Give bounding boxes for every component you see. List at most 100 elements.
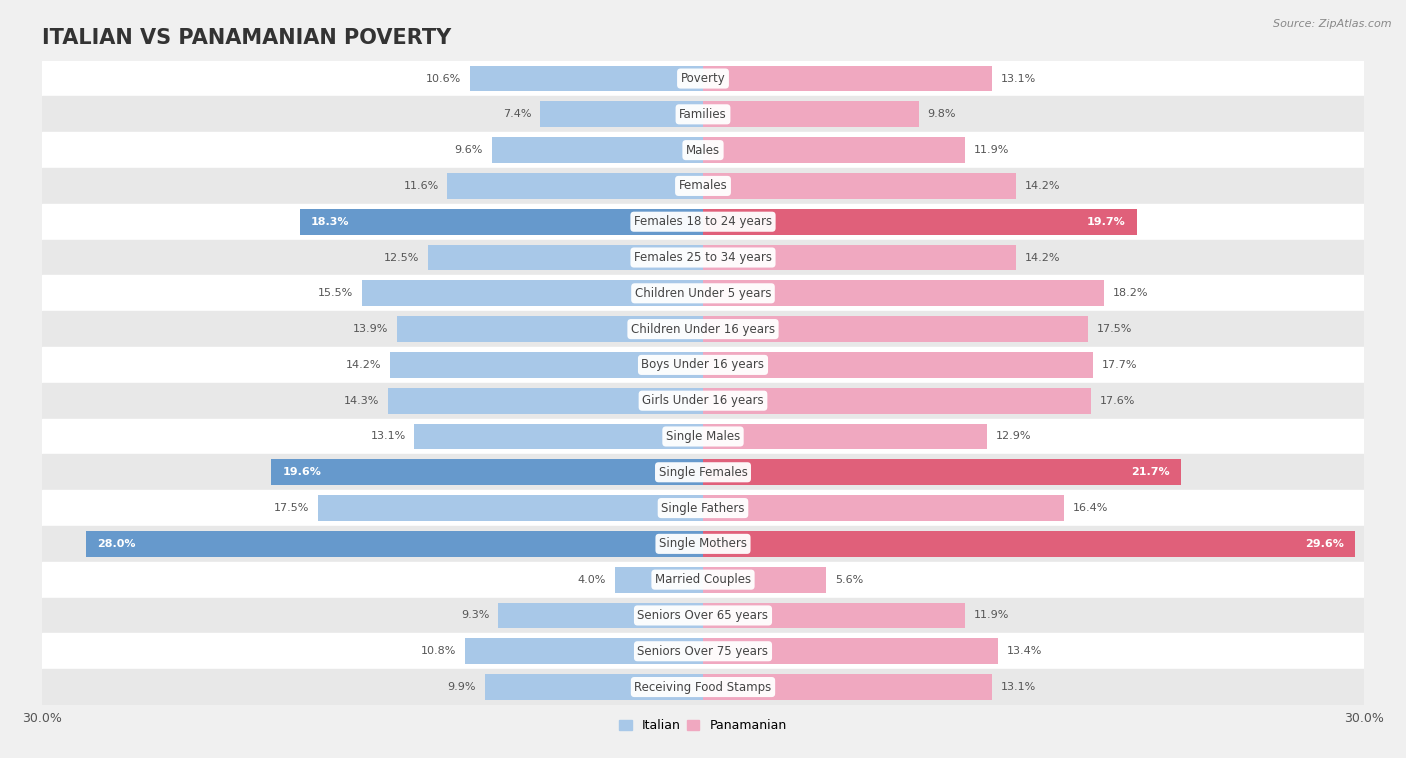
Text: Poverty: Poverty: [681, 72, 725, 85]
Text: Females 25 to 34 years: Females 25 to 34 years: [634, 251, 772, 264]
Text: Single Mothers: Single Mothers: [659, 537, 747, 550]
Text: 13.1%: 13.1%: [1001, 682, 1036, 692]
Bar: [703, 603, 965, 628]
Bar: [703, 173, 1015, 199]
Bar: [415, 424, 703, 449]
Bar: [703, 280, 1104, 306]
Bar: [42, 96, 1364, 132]
Bar: [703, 495, 1064, 521]
Bar: [42, 132, 1364, 168]
Bar: [703, 316, 1088, 342]
Bar: [42, 240, 1364, 275]
Bar: [427, 245, 703, 271]
Bar: [498, 603, 703, 628]
Text: 4.0%: 4.0%: [578, 575, 606, 584]
Bar: [703, 638, 998, 664]
Text: 9.6%: 9.6%: [454, 145, 482, 155]
Text: 13.4%: 13.4%: [1007, 647, 1042, 656]
Bar: [703, 245, 1015, 271]
Text: 17.5%: 17.5%: [273, 503, 309, 513]
Text: Single Fathers: Single Fathers: [661, 502, 745, 515]
Text: 12.5%: 12.5%: [384, 252, 419, 262]
Bar: [703, 459, 1181, 485]
Text: 28.0%: 28.0%: [97, 539, 136, 549]
Text: 9.3%: 9.3%: [461, 610, 489, 621]
Text: 11.9%: 11.9%: [974, 610, 1010, 621]
Text: Seniors Over 75 years: Seniors Over 75 years: [637, 645, 769, 658]
Bar: [42, 418, 1364, 454]
Text: ITALIAN VS PANAMANIAN POVERTY: ITALIAN VS PANAMANIAN POVERTY: [42, 28, 451, 48]
Text: 17.7%: 17.7%: [1102, 360, 1137, 370]
Bar: [361, 280, 703, 306]
Bar: [42, 634, 1364, 669]
Text: Seniors Over 65 years: Seniors Over 65 years: [637, 609, 769, 622]
Bar: [42, 275, 1364, 312]
Text: 29.6%: 29.6%: [1305, 539, 1344, 549]
Bar: [42, 454, 1364, 490]
Text: Source: ZipAtlas.com: Source: ZipAtlas.com: [1274, 19, 1392, 29]
Bar: [703, 424, 987, 449]
Text: 18.3%: 18.3%: [311, 217, 350, 227]
Text: 16.4%: 16.4%: [1073, 503, 1108, 513]
Text: Families: Families: [679, 108, 727, 121]
Bar: [492, 137, 703, 163]
Text: 21.7%: 21.7%: [1132, 467, 1170, 478]
Text: 14.3%: 14.3%: [344, 396, 380, 406]
Text: Boys Under 16 years: Boys Under 16 years: [641, 359, 765, 371]
Text: Females: Females: [679, 180, 727, 193]
Bar: [447, 173, 703, 199]
Bar: [42, 204, 1364, 240]
Bar: [318, 495, 703, 521]
Bar: [42, 383, 1364, 418]
Text: 14.2%: 14.2%: [346, 360, 381, 370]
Text: 13.1%: 13.1%: [1001, 74, 1036, 83]
Bar: [703, 66, 991, 92]
Bar: [271, 459, 703, 485]
Text: 9.8%: 9.8%: [928, 109, 956, 119]
Bar: [42, 669, 1364, 705]
Bar: [299, 208, 703, 235]
Bar: [703, 531, 1355, 556]
Text: Children Under 5 years: Children Under 5 years: [634, 287, 772, 300]
Text: 19.6%: 19.6%: [283, 467, 321, 478]
Bar: [470, 66, 703, 92]
Legend: Italian, Panamanian: Italian, Panamanian: [614, 714, 792, 738]
Text: 13.9%: 13.9%: [353, 324, 388, 334]
Bar: [485, 674, 703, 700]
Text: Females 18 to 24 years: Females 18 to 24 years: [634, 215, 772, 228]
Text: 19.7%: 19.7%: [1087, 217, 1126, 227]
Text: 18.2%: 18.2%: [1112, 288, 1149, 299]
Bar: [703, 388, 1091, 414]
Text: 14.2%: 14.2%: [1025, 181, 1060, 191]
Bar: [614, 567, 703, 593]
Text: 17.6%: 17.6%: [1099, 396, 1135, 406]
Text: 14.2%: 14.2%: [1025, 252, 1060, 262]
Bar: [396, 316, 703, 342]
Bar: [465, 638, 703, 664]
Text: 12.9%: 12.9%: [995, 431, 1032, 441]
Text: Receiving Food Stamps: Receiving Food Stamps: [634, 681, 772, 694]
Bar: [42, 168, 1364, 204]
Bar: [388, 388, 703, 414]
Bar: [391, 352, 703, 377]
Text: 11.9%: 11.9%: [974, 145, 1010, 155]
Bar: [703, 567, 827, 593]
Bar: [42, 562, 1364, 597]
Bar: [703, 208, 1137, 235]
Bar: [703, 102, 920, 127]
Text: 10.6%: 10.6%: [426, 74, 461, 83]
Bar: [42, 347, 1364, 383]
Text: 10.8%: 10.8%: [420, 647, 457, 656]
Text: 5.6%: 5.6%: [835, 575, 863, 584]
Bar: [42, 61, 1364, 96]
Text: 9.9%: 9.9%: [447, 682, 477, 692]
Bar: [42, 312, 1364, 347]
Text: Single Males: Single Males: [666, 430, 740, 443]
Text: Married Couples: Married Couples: [655, 573, 751, 586]
Text: 7.4%: 7.4%: [503, 109, 531, 119]
Bar: [42, 526, 1364, 562]
Bar: [703, 674, 991, 700]
Text: 15.5%: 15.5%: [318, 288, 353, 299]
Text: 13.1%: 13.1%: [370, 431, 405, 441]
Text: 17.5%: 17.5%: [1097, 324, 1133, 334]
